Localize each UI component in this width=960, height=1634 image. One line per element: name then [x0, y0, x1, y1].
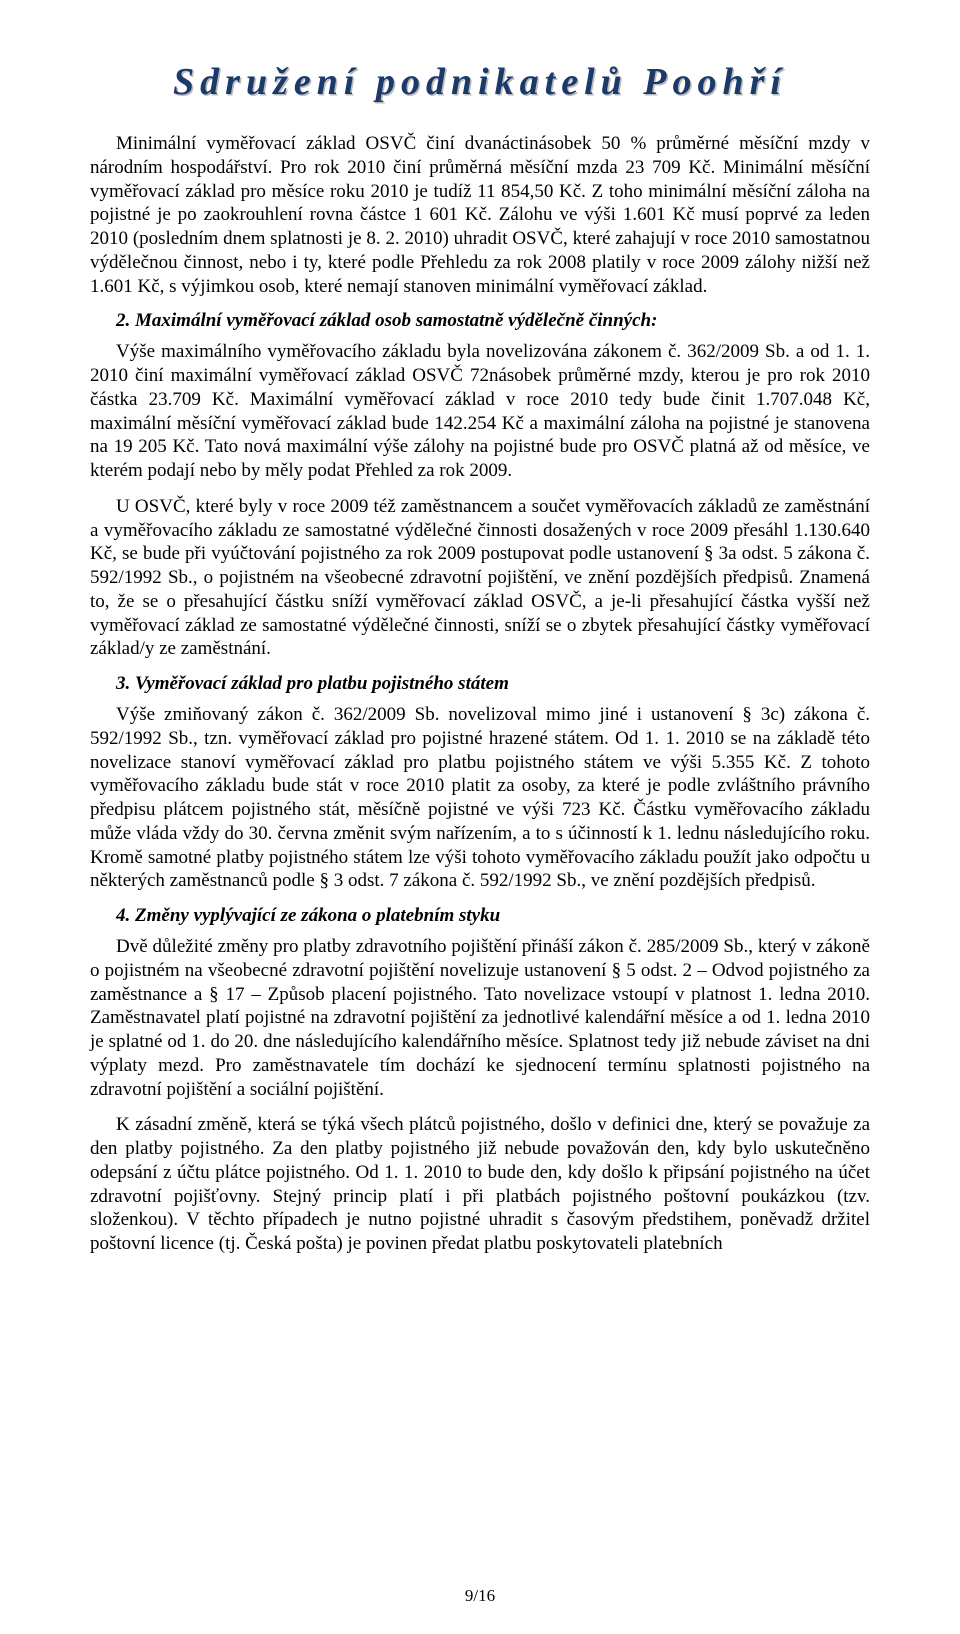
section-3-title: 3. Vyměřovací základ pro platbu pojistné… — [116, 673, 870, 695]
page-footer: 9/16 — [0, 1586, 960, 1606]
section-4-title: 4. Změny vyplývající ze zákona o platebn… — [116, 905, 870, 927]
section-2-title: 2. Maximální vyměřovací základ osob samo… — [116, 310, 870, 332]
header-title: Sdružení podnikatelů Poohří — [173, 61, 787, 103]
paragraph-4a: Dvě důležité změny pro platby zdravotníh… — [90, 935, 870, 1101]
paragraph-2b: U OSVČ, které byly v roce 2009 též zaměs… — [90, 495, 870, 661]
paragraph-1: Minimální vyměřovací základ OSVČ činí dv… — [90, 132, 870, 298]
paragraph-4b: K zásadní změně, která se týká všech plá… — [90, 1113, 870, 1256]
paragraph-3a: Výše zmiňovaný zákon č. 362/2009 Sb. nov… — [90, 703, 870, 893]
page-container: Sdružení podnikatelů Poohří Minimální vy… — [0, 0, 960, 1634]
page-number: 9/16 — [465, 1586, 495, 1605]
page-header: Sdružení podnikatelů Poohří — [90, 60, 870, 104]
paragraph-2a: Výše maximálního vyměřovacího základu by… — [90, 340, 870, 483]
